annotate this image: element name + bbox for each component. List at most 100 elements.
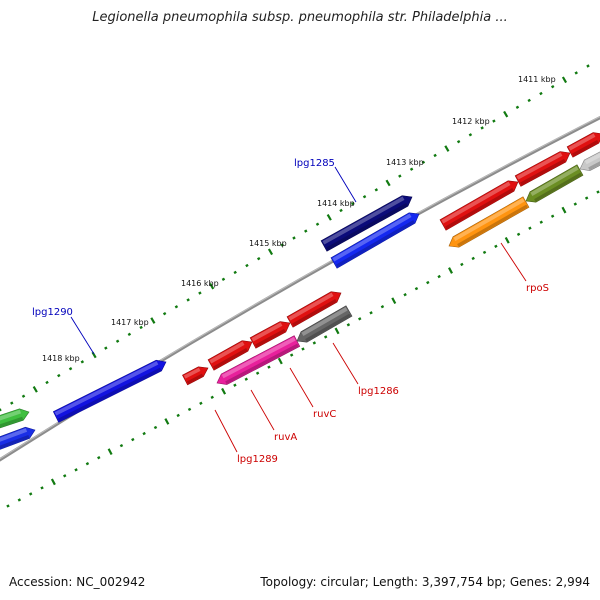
minor-tick: [573, 202, 578, 206]
minor-tick: [351, 201, 355, 206]
minor-tick: [68, 367, 73, 371]
minor-tick: [380, 305, 385, 309]
gene-g-blue-right: [330, 212, 420, 269]
minor-tick: [6, 504, 10, 508]
gene-labels: lpg1290 lpg1285 rpoS lpg1286 ruvC ruvA lpg1289: [32, 158, 549, 465]
label-leader-line: [289, 367, 314, 408]
minor-tick: [528, 226, 532, 230]
minor-tick: [374, 188, 379, 192]
minor-tick: [516, 232, 521, 236]
gene-ruvC: [296, 305, 353, 343]
map-title: Legionella pneumophila subsp. pneumophil…: [92, 10, 508, 25]
gene-label-lpg1285: lpg1285: [294, 158, 335, 169]
minor-tick: [57, 373, 61, 378]
label-leader-line: [500, 242, 527, 282]
minor-tick: [369, 311, 373, 315]
minor-tick: [301, 347, 305, 351]
minor-tick: [244, 377, 248, 381]
minor-tick: [280, 243, 284, 247]
minor-tick: [40, 486, 44, 490]
minor-tick: [409, 167, 414, 171]
gene-g-red-c: [286, 291, 342, 328]
major-tick: [334, 327, 340, 335]
minor-tick: [233, 270, 237, 275]
minor-tick: [85, 462, 90, 466]
major-tick: [561, 76, 568, 84]
minor-tick: [127, 332, 132, 337]
minor-tick: [426, 280, 430, 285]
label-leader-line: [70, 316, 95, 355]
minor-tick: [323, 335, 328, 339]
inner-tick-track: [6, 190, 600, 508]
minor-tick: [21, 394, 26, 398]
minor-tick: [80, 360, 85, 364]
label-leader-line: [214, 409, 238, 453]
gene-g-blue-left: [0, 426, 36, 453]
minor-tick: [63, 474, 67, 478]
minor-tick: [460, 262, 464, 267]
major-tick: [150, 317, 156, 324]
minor-tick: [515, 105, 520, 109]
kbp-label: 1414 kbp: [317, 199, 355, 208]
gene-lpg1290: [52, 359, 167, 423]
minor-tick: [539, 91, 543, 96]
minor-tick: [494, 244, 498, 249]
minor-tick: [471, 256, 475, 261]
major-tick: [221, 387, 227, 395]
label-leader-line: [250, 389, 275, 431]
minor-tick: [255, 371, 260, 375]
minor-tick: [210, 395, 214, 399]
kbp-label: 1417 kbp: [111, 318, 149, 327]
accession-text: Accession: NC_002942: [9, 575, 146, 589]
gene-lpg1289: [182, 366, 209, 386]
gene-label-ruva: ruvA: [274, 432, 297, 443]
minor-tick: [304, 229, 308, 233]
minor-tick: [119, 443, 124, 448]
minor-tick: [358, 317, 362, 321]
minor-tick: [104, 346, 108, 350]
major-tick: [561, 206, 567, 214]
minor-tick: [292, 236, 296, 240]
minor-tick: [539, 220, 543, 224]
minor-tick: [574, 71, 578, 75]
minor-tick: [596, 190, 600, 194]
gene-label-ruvc: ruvC: [313, 409, 336, 420]
minor-tick: [550, 84, 555, 89]
minor-tick: [97, 456, 101, 460]
major-tick: [209, 282, 215, 290]
minor-tick: [267, 365, 271, 369]
label-leader-line: [334, 166, 357, 203]
minor-tick: [139, 325, 143, 330]
gene-g-red-b: [249, 321, 291, 349]
gene-rpoS: [448, 196, 530, 248]
gene-g-red-f: [566, 132, 600, 158]
minor-tick: [198, 291, 202, 295]
major-tick: [277, 357, 283, 365]
gene-g-grey: [579, 150, 600, 171]
minor-tick: [480, 126, 484, 130]
minor-tick: [482, 250, 487, 255]
minor-tick: [403, 292, 407, 297]
minor-tick: [187, 407, 192, 412]
minor-tick: [456, 139, 461, 144]
minor-tick: [74, 468, 78, 472]
minor-tick: [312, 341, 317, 345]
minor-tick: [142, 431, 146, 436]
gene-label-rpos: rpoS: [526, 283, 549, 294]
kbp-label: 1418 kbp: [42, 354, 80, 363]
kbp-scale-labels: 1411 kbp 1412 kbp 1413 kbp 1414 kbp 1415 kbp…: [42, 75, 556, 363]
gene-g-red-d: [439, 180, 519, 231]
gene-g-olive: [525, 164, 584, 203]
gene-label-lpg1289: lpg1289: [237, 454, 278, 465]
minor-tick: [586, 64, 590, 68]
major-tick: [385, 179, 391, 187]
gene-label-lpg1290: lpg1290: [32, 307, 73, 318]
gene-features: [0, 132, 600, 453]
minor-tick: [346, 323, 351, 327]
minor-tick: [492, 119, 496, 123]
major-tick: [326, 214, 332, 221]
major-tick: [444, 145, 450, 152]
major-tick: [504, 236, 510, 244]
